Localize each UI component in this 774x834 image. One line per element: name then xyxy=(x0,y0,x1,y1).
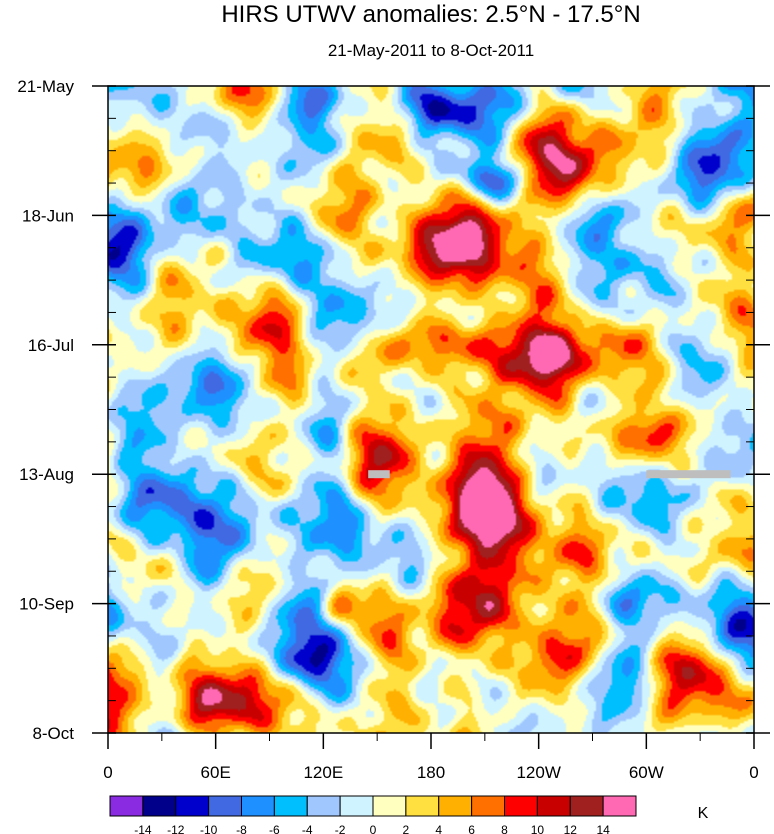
axis-ticks xyxy=(92,85,770,749)
colorbar-swatch xyxy=(339,795,374,817)
colorbar-label: 8 xyxy=(501,823,508,834)
colorbar-swatch xyxy=(109,795,144,817)
x-tick-label: 60W xyxy=(629,763,664,782)
chart-title: HIRS UTWV anomalies: 2.5°N - 17.5°N xyxy=(221,1,640,28)
colorbar-label: -8 xyxy=(236,823,247,834)
colorbar-label: 14 xyxy=(596,823,610,834)
x-tick-label: 0 xyxy=(749,763,758,782)
colorbar-swatch xyxy=(241,795,275,817)
y-tick-label: 16-Jul xyxy=(28,336,74,355)
colorbar-label: -12 xyxy=(167,823,185,834)
colorbar-swatch xyxy=(471,795,505,817)
colorbar-label: -4 xyxy=(302,823,313,834)
colorbar-swatch xyxy=(602,795,637,817)
y-tick-label: 13-Aug xyxy=(19,465,74,484)
colorbar-swatch xyxy=(405,795,440,817)
colorbar-label: 2 xyxy=(403,823,410,834)
colorbar-swatch xyxy=(273,795,308,817)
colorbar-swatch xyxy=(208,795,242,817)
x-tick-label: 0 xyxy=(103,763,112,782)
y-tick-label: 21-May xyxy=(17,77,74,96)
plot-area xyxy=(107,85,755,734)
y-tick-label: 18-Jun xyxy=(22,206,74,225)
y-axis-labels: 21-May 18-Jun 16-Jul 13-Aug 10-Sep 8-Oct xyxy=(17,77,74,743)
colorbar-swatch xyxy=(175,795,210,817)
colorbar-label: -10 xyxy=(200,823,218,834)
colorbar-label: 4 xyxy=(435,823,442,834)
colorbar-swatch xyxy=(306,795,341,817)
y-tick-label: 8-Oct xyxy=(32,724,74,743)
colorbar-swatch xyxy=(536,795,571,817)
x-tick-label: 120W xyxy=(516,763,560,782)
y-tick-label: 10-Sep xyxy=(19,595,74,614)
missing-data-segment xyxy=(646,470,731,479)
colorbar-label: -14 xyxy=(134,823,152,834)
colorbar-label: 6 xyxy=(468,823,475,834)
chart-subtitle: 21-May-2011 to 8-Oct-2011 xyxy=(328,41,534,60)
colorbar-label: -6 xyxy=(269,823,280,834)
heatmap-field xyxy=(108,86,754,733)
x-tick-label: 180 xyxy=(417,763,445,782)
colorbar-label: -2 xyxy=(335,823,346,834)
colorbar: -14 -12 -10 -8 -6 -4 -2 0 2 4 6 8 10 12 14 xyxy=(109,795,637,834)
x-tick-label: 120E xyxy=(303,763,343,782)
colorbar-unit: K xyxy=(698,805,709,822)
colorbar-label: 0 xyxy=(370,823,377,834)
colorbar-label: 12 xyxy=(564,823,578,834)
x-axis-labels: 0 60E 120E 180 120W 60W 0 xyxy=(103,763,758,782)
x-tick-label: 60E xyxy=(201,763,231,782)
colorbar-swatch xyxy=(372,795,407,817)
missing-data-segment xyxy=(368,470,390,479)
colorbar-swatch xyxy=(504,795,538,817)
colorbar-swatch xyxy=(142,795,177,817)
colorbar-swatch xyxy=(438,795,473,817)
colorbar-swatch xyxy=(569,795,604,817)
colorbar-label: 10 xyxy=(531,823,545,834)
